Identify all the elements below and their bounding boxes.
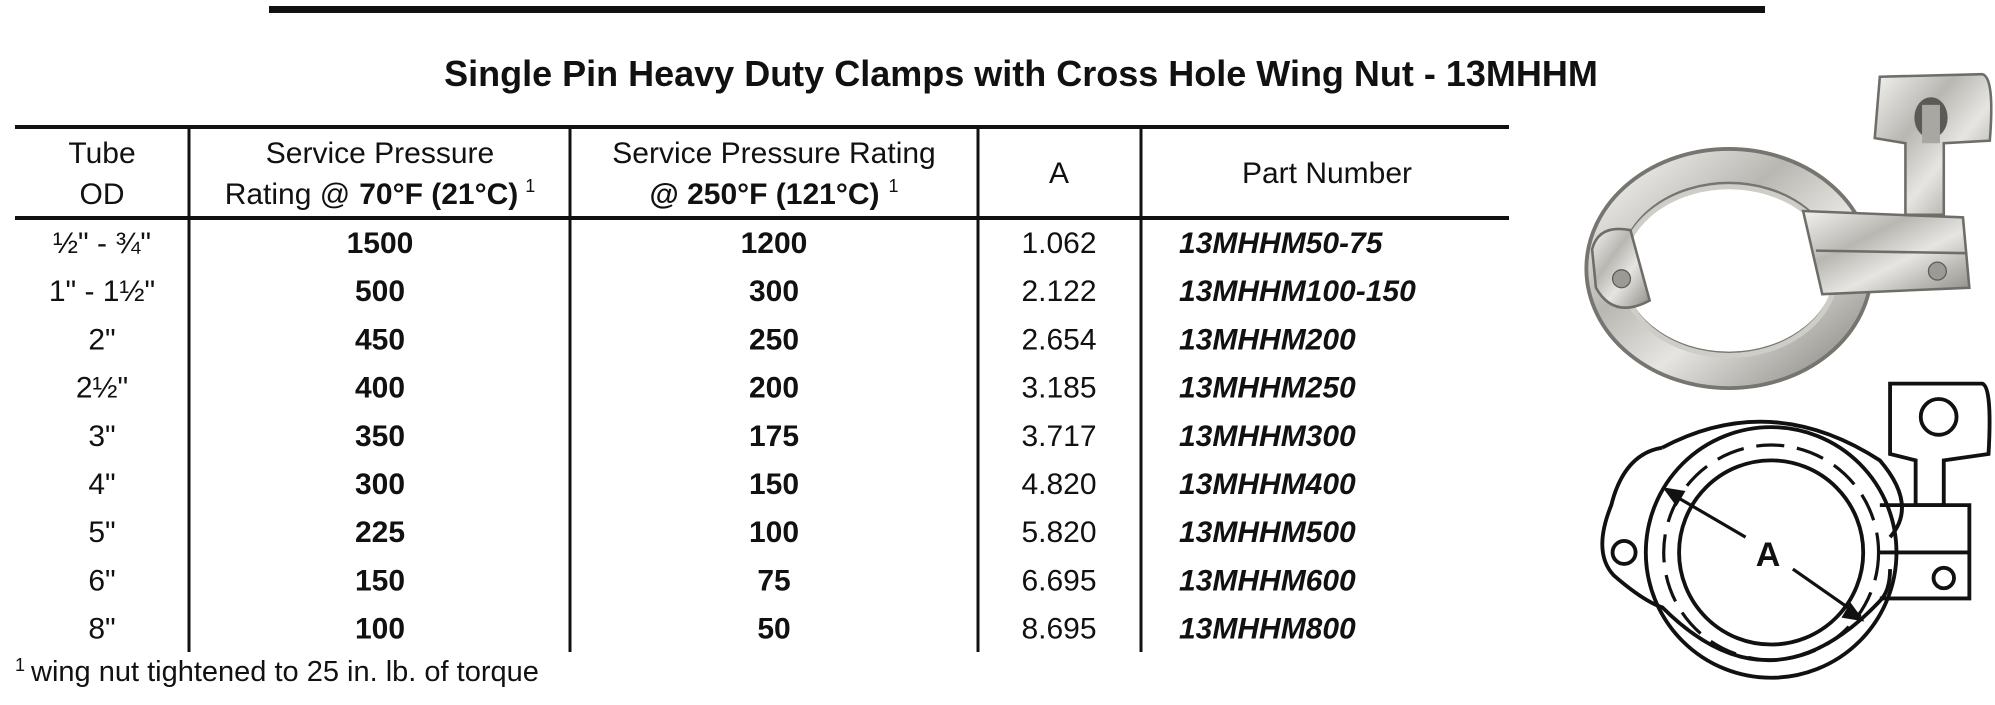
table-cell: 3.717 <box>1021 420 1096 453</box>
header-cell: A <box>1049 157 1069 190</box>
footnote-marker: 1 <box>15 655 25 675</box>
table-cell: 13MHHM300 <box>1179 420 1356 453</box>
header-text: Rating @ <box>225 178 351 211</box>
table-cell: 450 <box>355 323 405 356</box>
header-cell: Part Number <box>1242 157 1412 190</box>
top-rule <box>269 6 1765 13</box>
table-cell: 1200 <box>741 227 808 260</box>
table-cell: 5.820 <box>1021 516 1096 549</box>
clamp-diagram <box>1600 381 1992 680</box>
header-cell: Service Pressure <box>266 137 494 170</box>
table-body: ½" - ¾" 1500 1200 1.062 13MHHM50-75 1" - 1½" 5… <box>49 227 1416 646</box>
footnote: 1 wing nut tightened to 25 in. lb. of tor… <box>15 655 539 688</box>
table-cell: 75 <box>757 564 790 597</box>
table-cell: 13MHHM800 <box>1179 613 1356 646</box>
table-cell: 5" <box>88 516 115 549</box>
table-cell: 2.654 <box>1021 323 1096 356</box>
table-cell: 100 <box>355 613 405 646</box>
header-bold-text: @ 250°F (121°C) <box>649 178 879 211</box>
table-cell: 6" <box>88 564 115 597</box>
header-cell: OD <box>80 178 125 211</box>
table-cell: 100 <box>749 516 799 549</box>
table-cell: 2.122 <box>1021 275 1096 308</box>
diagram-label: A <box>1756 536 1781 574</box>
table-cell: 2½" <box>76 372 128 405</box>
table-cell: 1.062 <box>1021 227 1096 260</box>
table-cell: 3" <box>88 420 115 453</box>
table-cell: 13MHHM500 <box>1179 516 1356 549</box>
footnote-ref: 1 <box>525 176 535 196</box>
table-cell: 6.695 <box>1021 564 1096 597</box>
table-cell: 4" <box>88 468 115 501</box>
table-cell: 400 <box>355 372 405 405</box>
footnote-ref: 1 <box>888 176 898 196</box>
header-cell: Service Pressure Rating <box>612 137 935 170</box>
table-cell: 13MHHM50-75 <box>1179 227 1384 260</box>
table-cell: 350 <box>355 420 405 453</box>
header-cell: Rating @70°F (21°C) 1 <box>225 176 536 211</box>
table-cell: 13MHHM100-150 <box>1179 275 1416 308</box>
table-cell: 4.820 <box>1021 468 1096 501</box>
table-cell: 8.695 <box>1021 613 1096 646</box>
table-cell: 150 <box>355 564 405 597</box>
table-cell: 13MHHM200 <box>1179 323 1356 356</box>
table-cell: 250 <box>749 323 799 356</box>
table-cell: 50 <box>757 613 790 646</box>
footnote-text: wing nut tightened to 25 in. lb. of torq… <box>30 656 539 688</box>
table-cell: 300 <box>749 275 799 308</box>
header-cell: Tube <box>68 137 135 170</box>
table-cell: 500 <box>355 275 405 308</box>
header-cell: @ 250°F (121°C) 1 <box>649 176 898 211</box>
table-header: Tube OD Service Pressure Rating @70°F (2… <box>68 137 1412 211</box>
table-cell: 13MHHM250 <box>1179 372 1356 405</box>
table-cell: 1" - 1½" <box>49 275 155 308</box>
table-cell: 200 <box>749 372 799 405</box>
table-cell: ½" - ¾" <box>53 227 151 260</box>
table-lines <box>15 125 1509 652</box>
table-cell: 3.185 <box>1021 372 1096 405</box>
table-cell: 225 <box>355 516 405 549</box>
table-cell: 13MHHM400 <box>1179 468 1356 501</box>
table-cell: 1500 <box>347 227 414 260</box>
table-cell: 8" <box>88 613 115 646</box>
table-cell: 13MHHM600 <box>1179 564 1356 597</box>
title: Single Pin Heavy Duty Clamps with Cross … <box>444 53 1598 94</box>
table-cell: 150 <box>749 468 799 501</box>
table-cell: 300 <box>355 468 405 501</box>
table-cell: 2" <box>88 323 115 356</box>
clamp-photo <box>1584 72 1993 391</box>
table-cell: 175 <box>749 420 799 453</box>
header-bold-text: 70°F (21°C) <box>359 178 518 211</box>
